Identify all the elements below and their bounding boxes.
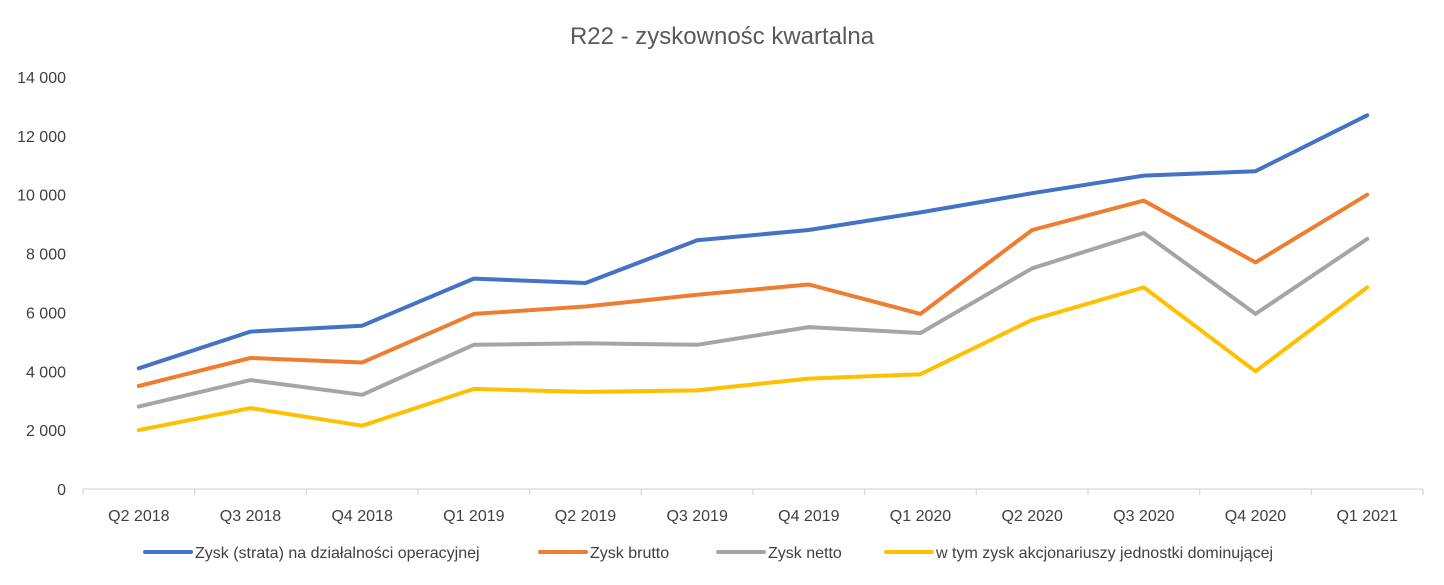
x-tick-label: Q4 2020 [1225, 508, 1286, 525]
y-tick-label: 2 000 [26, 423, 66, 440]
x-axis: Q2 2018 Q3 2018 Q4 2018 Q1 2019 Q2 2019 Q3 20… [82, 488, 1424, 525]
x-tick-label: Q3 2019 [666, 508, 727, 525]
chart-title: R22 - zyskownośc kwartalna [570, 23, 875, 50]
legend: Zysk (strata) na działalności operacyjne… [143, 545, 1273, 562]
legend-label-3: Zysk netto [768, 545, 842, 562]
x-tick-label: Q2 2019 [555, 508, 616, 525]
y-tick-label: 6 000 [26, 305, 66, 322]
x-tick-label: Q1 2021 [1336, 508, 1397, 525]
series-line-4 [136, 285, 1370, 433]
y-axis: 0 2 000 4 000 6 000 8 000 10 000 12 000 14 000 [17, 70, 66, 499]
x-tick-label: Q4 2018 [331, 508, 392, 525]
y-tick-label: 8 000 [26, 247, 66, 264]
y-tick-label: 0 [57, 482, 66, 499]
legend-label-4: w tym zysk akcjonariuszy jednostki domin… [935, 545, 1273, 562]
series-line-1 [136, 113, 1370, 371]
series-line-2 [136, 192, 1370, 388]
x-tick-label: Q2 2018 [108, 508, 169, 525]
x-tick-label: Q1 2020 [890, 508, 951, 525]
x-tick-label: Q1 2019 [443, 508, 504, 525]
y-tick-label: 12 000 [17, 129, 66, 146]
y-tick-label: 4 000 [26, 364, 66, 381]
legend-label-2: Zysk brutto [590, 545, 669, 562]
series-line-3 [136, 231, 1370, 409]
y-tick-label: 10 000 [17, 188, 66, 205]
series-layer [136, 113, 1370, 433]
y-tick-label: 14 000 [17, 70, 66, 87]
x-tick-label: Q3 2020 [1113, 508, 1174, 525]
x-tick-label: Q4 2019 [778, 508, 839, 525]
x-tick-label: Q2 2020 [1001, 508, 1062, 525]
legend-label-1: Zysk (strata) na działalności operacyjne… [195, 545, 480, 562]
x-tick-label: Q3 2018 [220, 508, 281, 525]
